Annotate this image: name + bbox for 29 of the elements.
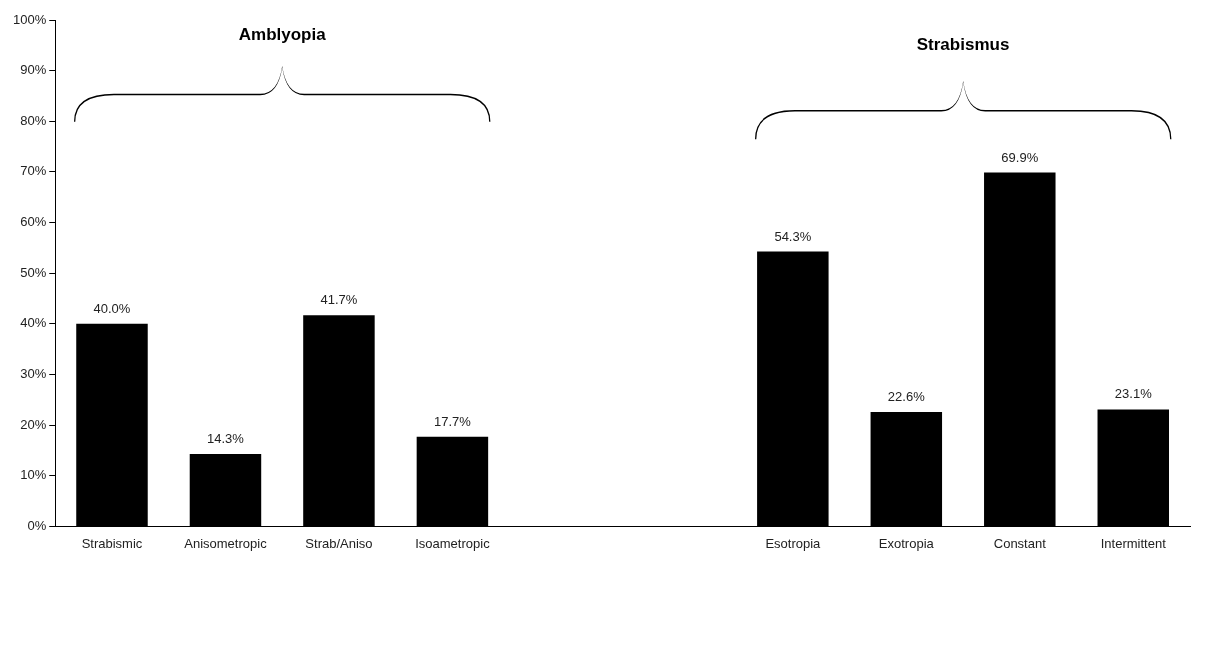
y-tick-label: 20%	[20, 416, 47, 432]
y-tick-label: 50%	[20, 264, 47, 280]
x-tick-label: Exotropia	[878, 535, 935, 551]
x-tick-label: Esotropia	[765, 535, 822, 551]
y-tick-label: 30%	[20, 366, 47, 382]
x-tick-label: Anisometropic	[184, 535, 268, 551]
data-label: 22.6%	[887, 389, 926, 405]
y-tick-label: 90%	[20, 62, 47, 78]
x-tick-label: Strabismic	[81, 535, 143, 551]
annotation: Amblyopia	[238, 25, 327, 45]
x-tick-label: Isoametropic	[415, 535, 491, 551]
data-label: 17.7%	[433, 413, 472, 429]
y-tick-label: 100%	[13, 11, 47, 27]
data-label: 41.7%	[320, 292, 358, 308]
x-tick-label: Intermittent	[1100, 535, 1167, 551]
data-label: 40.0%	[93, 300, 131, 316]
y-tick-label: 40%	[20, 315, 47, 331]
y-tick-label: 70%	[20, 163, 47, 179]
data-label: 54.3%	[774, 228, 812, 244]
y-tick-label: 80%	[20, 112, 47, 128]
data-label: 14.3%	[207, 431, 245, 447]
y-tick-label: 60%	[20, 214, 47, 230]
data-label: 69.9%	[1001, 149, 1039, 165]
y-tick-label: 0%	[27, 517, 47, 533]
annotation: Strabismus	[916, 35, 1010, 55]
data-label: 23.1%	[1114, 386, 1153, 402]
x-tick-label: Constant	[993, 535, 1047, 551]
y-tick-label: 10%	[20, 467, 47, 483]
x-tick-label: Strab/Aniso	[305, 535, 373, 551]
